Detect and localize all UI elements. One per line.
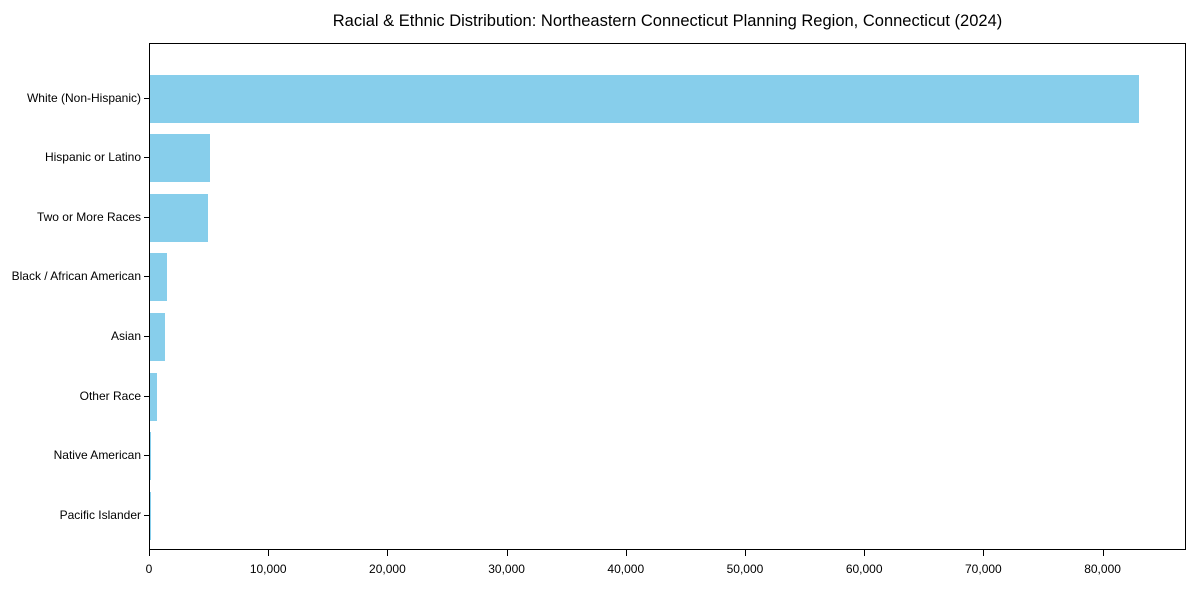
y-tick-label-other-race: Other Race — [79, 388, 141, 403]
x-tick-label-10000: 10,000 — [249, 562, 287, 576]
x-tick-mark — [387, 550, 389, 556]
x-tick-mark — [268, 550, 270, 556]
x-tick-label-0: 0 — [145, 562, 153, 576]
x-tick-mark — [1102, 550, 1104, 556]
x-tick-label-20000: 20,000 — [369, 562, 406, 576]
y-tick-label-asian: Asian — [110, 328, 141, 343]
x-tick-label-70000: 70,000 — [965, 562, 1002, 576]
y-tick-mark — [144, 97, 149, 99]
y-tick-label-white-non-hispanic: White (Non-Hispanic) — [26, 90, 141, 105]
x-tick-label-30000: 30,000 — [488, 562, 525, 576]
y-tick-label-pacific-islander: Pacific Islander — [59, 507, 141, 522]
chart-title: Racial & Ethnic Distribution: Northeaste… — [332, 12, 1003, 30]
bar-black-african-american — [150, 253, 167, 302]
y-tick-mark — [144, 395, 149, 397]
y-tick-mark — [144, 216, 149, 218]
x-tick-mark — [625, 550, 627, 556]
x-tick-label-60000: 60,000 — [845, 562, 883, 576]
bar-white-non-hispanic — [150, 74, 1140, 123]
y-tick-mark — [144, 514, 149, 516]
y-tick-label-hispanic-or-latino: Hispanic or Latino — [44, 150, 141, 165]
x-tick-label-40000: 40,000 — [607, 562, 645, 576]
bar-other-race — [150, 372, 157, 421]
x-tick-mark — [983, 550, 985, 556]
y-tick-label-black-african-american: Black / African American — [11, 269, 141, 284]
plot-area — [149, 43, 1186, 550]
y-tick-mark — [144, 455, 149, 457]
bar-hispanic-or-latino — [150, 134, 210, 183]
x-tick-mark — [864, 550, 866, 556]
x-tick-mark — [149, 550, 150, 556]
x-tick-label-80000: 80,000 — [1084, 562, 1121, 576]
bar-two-or-more-races — [150, 193, 209, 242]
y-tick-mark — [144, 157, 149, 159]
y-tick-mark — [144, 335, 149, 337]
x-tick-mark — [744, 550, 746, 556]
x-tick-mark — [506, 550, 508, 556]
y-tick-label-native-american: Native American — [53, 448, 141, 463]
y-tick-mark — [144, 276, 149, 278]
bar-native-american — [150, 432, 152, 481]
bar-asian — [150, 312, 166, 361]
y-tick-label-two-or-more-races: Two or More Races — [36, 209, 141, 224]
x-tick-label-50000: 50,000 — [726, 562, 764, 576]
